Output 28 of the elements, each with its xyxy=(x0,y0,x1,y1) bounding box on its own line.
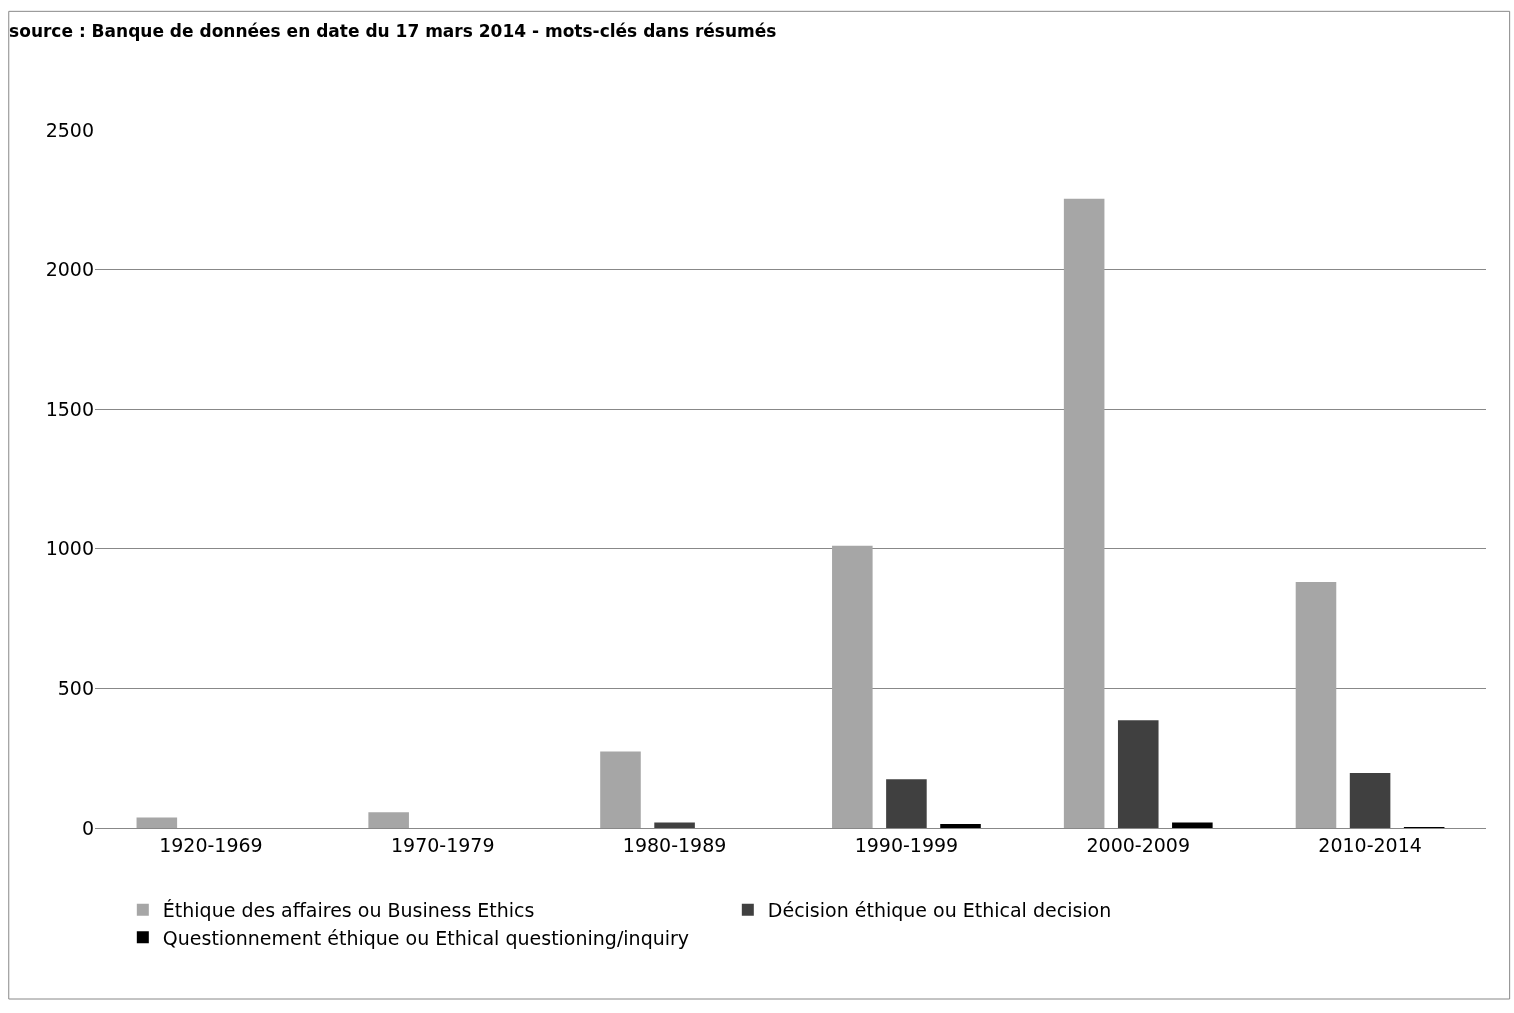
x-tick-label: 2010-2014 xyxy=(1318,833,1422,856)
bar xyxy=(368,812,409,828)
y-tick-label: 0 xyxy=(81,816,94,839)
bar xyxy=(1349,773,1391,828)
bar xyxy=(1117,720,1159,828)
bar xyxy=(654,822,695,828)
bar xyxy=(1063,198,1105,828)
bar xyxy=(832,545,873,828)
bar xyxy=(600,751,641,828)
y-tick-label: 2500 xyxy=(45,118,94,141)
legend-label: Questionnement éthique ou Ethical questioning/inquiry xyxy=(162,926,690,949)
x-tick-label: 1920-1969 xyxy=(159,833,263,856)
x-tick-label: 2000-2009 xyxy=(1086,833,1191,856)
legend-label: Éthique des affaires ou Business Ethics xyxy=(162,899,535,922)
y-tick-label: 1500 xyxy=(45,397,94,420)
x-tick-label: 1990-1999 xyxy=(854,833,959,856)
bar xyxy=(886,779,927,828)
bar xyxy=(1172,822,1213,828)
y-tick-label: 1000 xyxy=(45,537,94,560)
bar xyxy=(940,824,981,828)
x-tick-label: 1970-1979 xyxy=(390,833,495,856)
chart-title: source : Banque de données en date du 17 mars 2014 - mots-clés dans résumés xyxy=(9,21,777,42)
bar xyxy=(136,817,178,828)
legend-label: Décision éthique ou Ethical decision xyxy=(767,899,1112,922)
y-tick-label: 2000 xyxy=(45,258,94,281)
y-tick-label: 500 xyxy=(57,677,94,700)
x-tick-label: 1980-1989 xyxy=(622,833,727,856)
bar xyxy=(1295,582,1337,828)
